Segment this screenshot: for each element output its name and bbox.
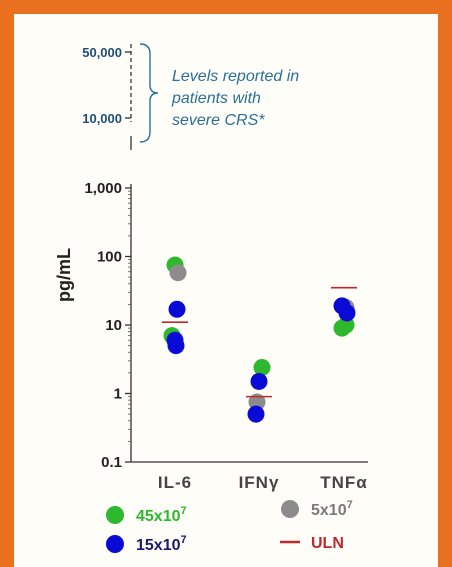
data-point <box>250 372 268 390</box>
y-axis-label: pg/mL <box>54 248 74 302</box>
y-tick-label: 1 <box>114 386 122 403</box>
data-point <box>247 405 265 423</box>
annotation-brace <box>139 43 159 143</box>
legend-marker <box>106 535 124 553</box>
data-point <box>169 264 187 282</box>
legend-label-superscript: 7 <box>181 534 187 546</box>
x-tick-label: TNFα <box>320 473 368 492</box>
data-point <box>168 300 186 318</box>
y-tick-label: 50,000 <box>82 45 122 60</box>
y-tick-label: 10 <box>105 317 122 334</box>
legend-label: 5x107 <box>311 499 353 519</box>
x-tick-label: IL-6 <box>158 473 192 492</box>
y-tick-label: 100 <box>97 249 122 266</box>
data-point <box>167 337 185 355</box>
legend-label: 15x107 <box>136 534 187 554</box>
frame-border-top <box>0 0 452 14</box>
legend-label: ULN <box>311 535 344 552</box>
y-tick-label: 1,000 <box>84 180 122 197</box>
legend-label-superscript: 7 <box>181 505 187 517</box>
legend-marker <box>281 500 299 518</box>
chart-background <box>14 14 438 567</box>
legend-marker <box>106 506 124 524</box>
y-tick-label: 10,000 <box>82 111 122 126</box>
frame-border-right <box>438 0 452 567</box>
legend-label-superscript: 7 <box>347 499 353 511</box>
data-point <box>333 297 351 315</box>
frame-border-left <box>0 0 14 567</box>
data-point <box>253 358 271 376</box>
y-tick-label: 0.1 <box>101 454 122 471</box>
annotation-text: severe CRS* <box>172 112 265 129</box>
legend-label: 45x107 <box>136 505 187 525</box>
annotation-text: Levels reported in <box>172 68 299 85</box>
annotation-text: patients with <box>171 90 261 107</box>
x-tick-label: IFNγ <box>239 473 280 492</box>
